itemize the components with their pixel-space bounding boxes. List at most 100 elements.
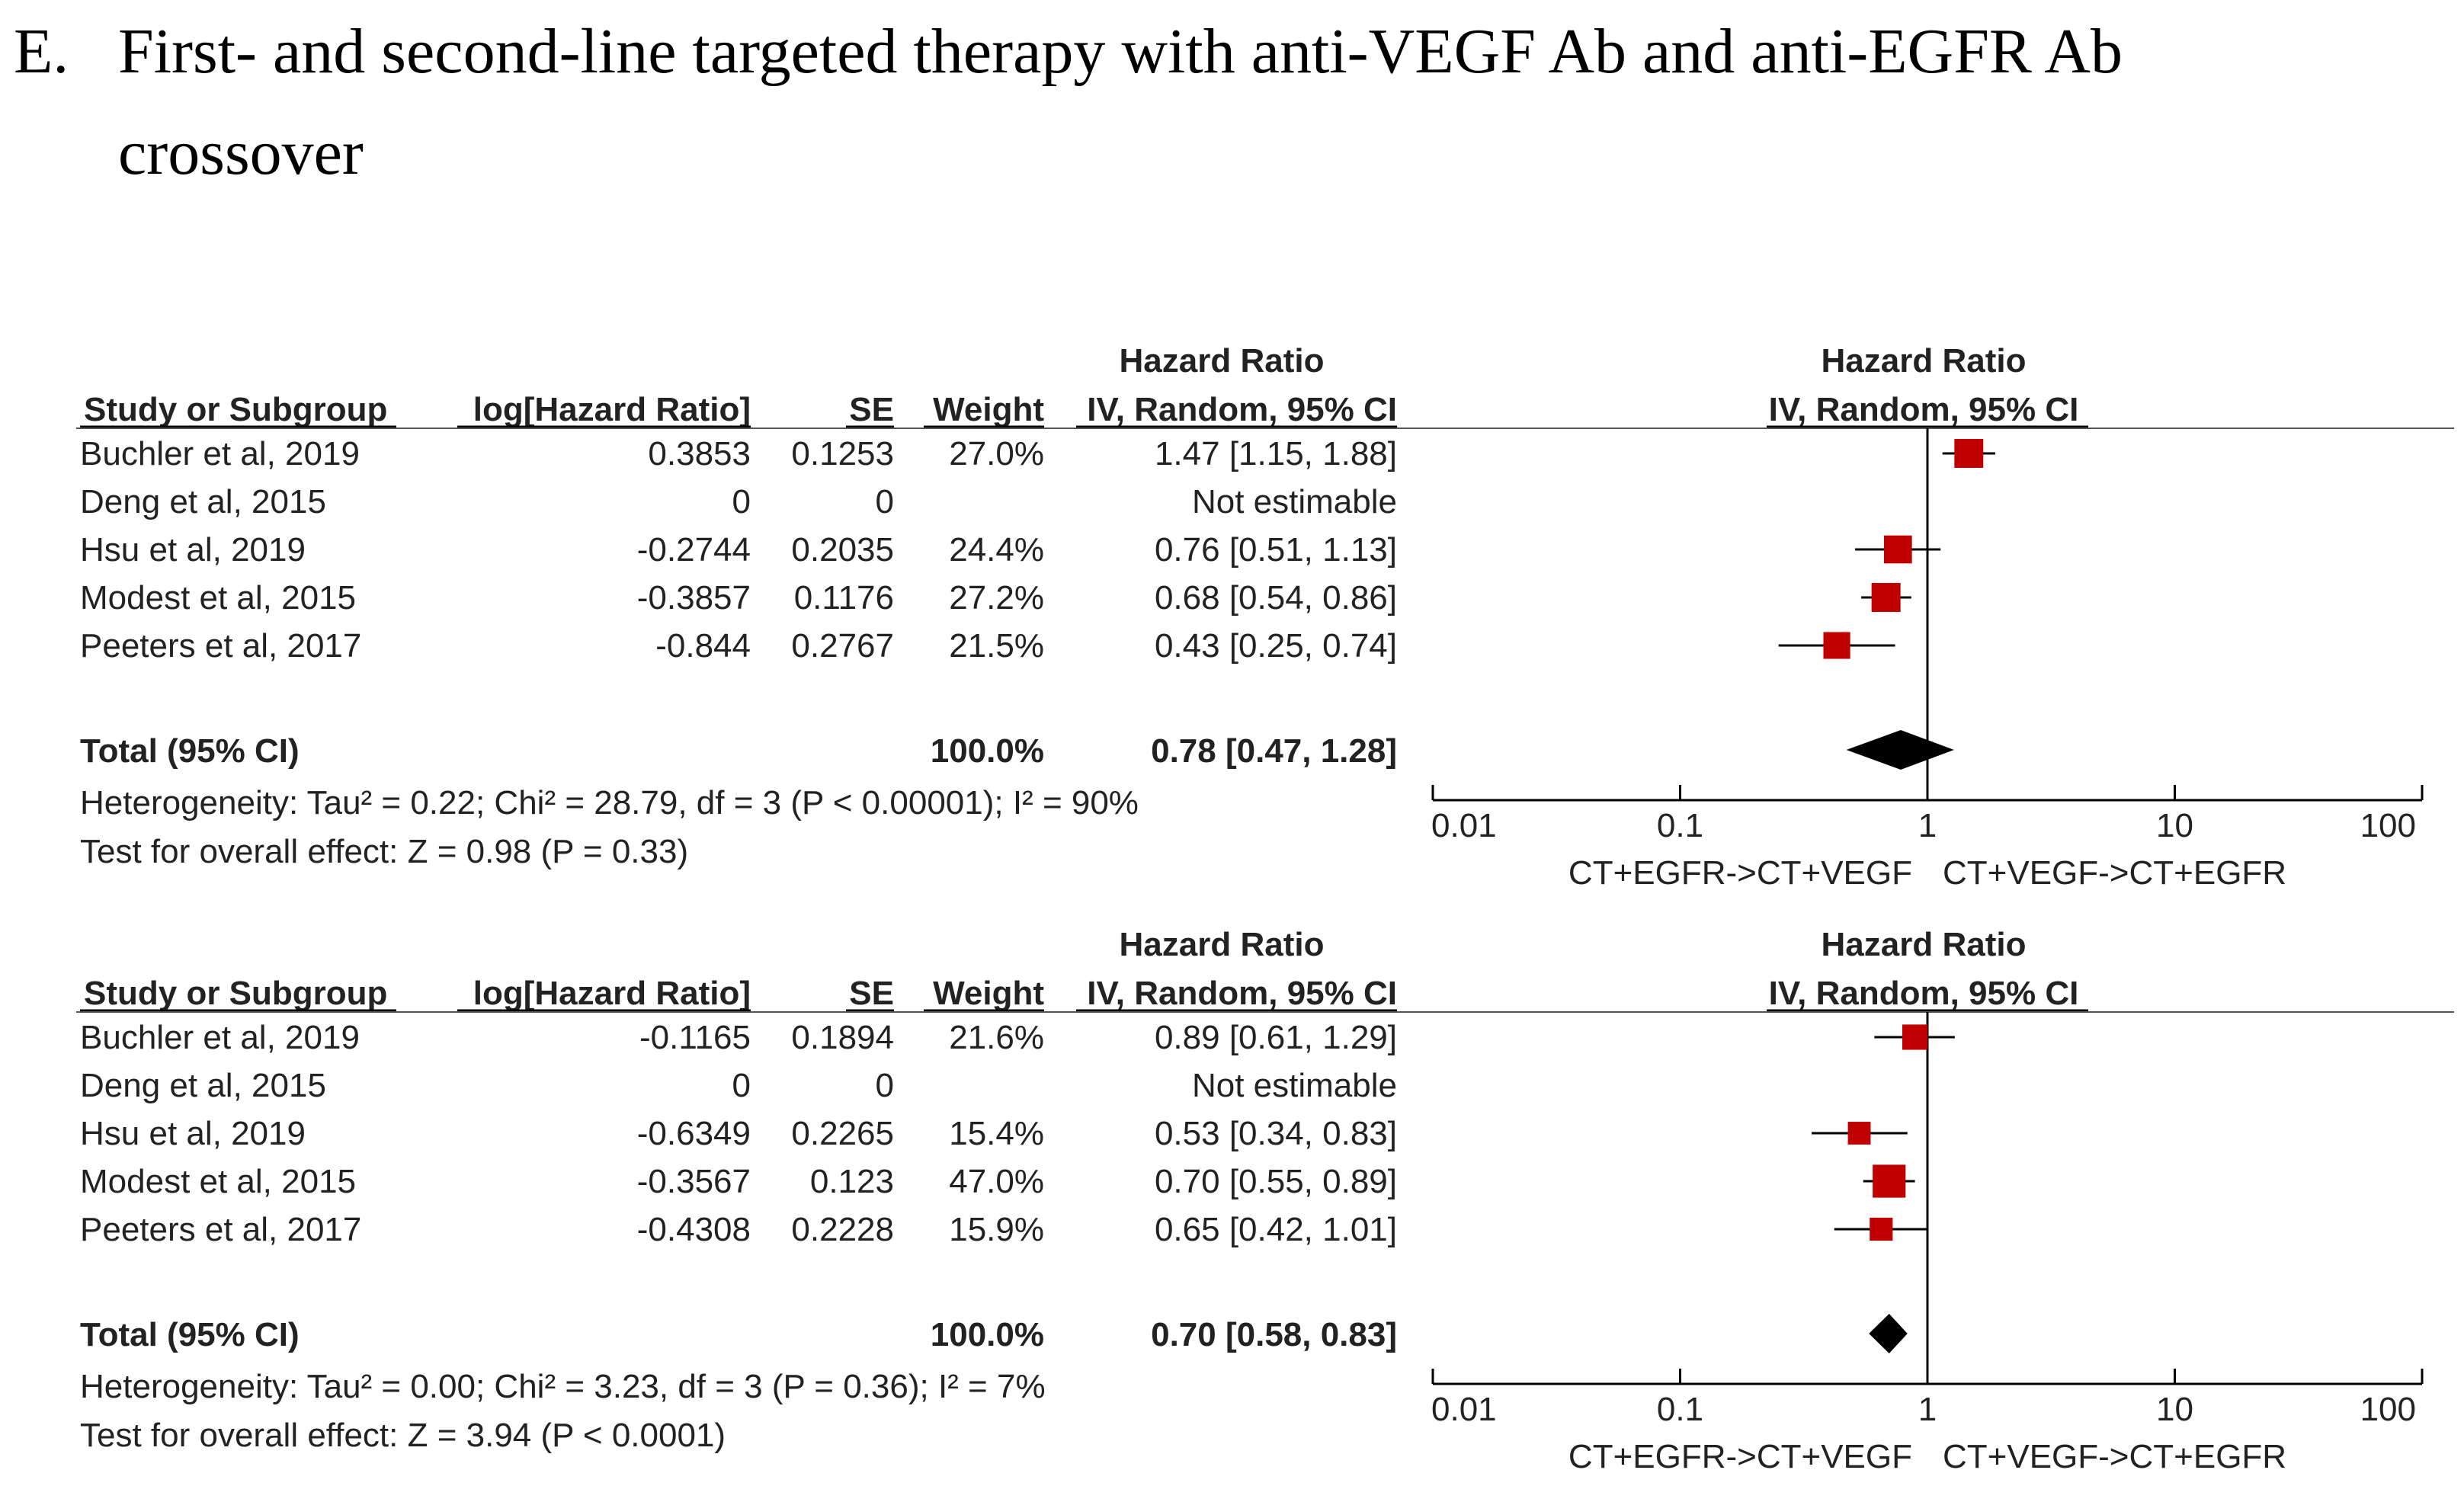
study-marker bbox=[1870, 1217, 1893, 1241]
header-study: Study or Subgroup bbox=[84, 975, 387, 1012]
favours-right-label: CT+VEGF->CT+EGFR bbox=[1943, 854, 2286, 892]
study-ci-text: 0.89 [0.61, 1.29] bbox=[1155, 1019, 1397, 1056]
study-log-hr: -0.3567 bbox=[637, 1163, 751, 1200]
overall-effect-text: Test for overall effect: Z = 3.94 (P < 0… bbox=[80, 1417, 726, 1454]
total-weight: 100.0% bbox=[931, 732, 1044, 770]
study-se: 0.1894 bbox=[791, 1019, 894, 1056]
study-weight: 21.6% bbox=[949, 1019, 1044, 1056]
study-weight: 15.4% bbox=[949, 1115, 1044, 1152]
study-marker bbox=[1873, 1164, 1906, 1198]
study-log-hr: -0.1165 bbox=[639, 1019, 751, 1056]
header-study: Study or Subgroup bbox=[84, 391, 387, 428]
x-tick-label: 0.1 bbox=[1657, 807, 1703, 844]
header-weight: Weight bbox=[933, 391, 1044, 428]
total-ci-text: 0.70 [0.58, 0.83] bbox=[1151, 1316, 1397, 1353]
study-name: Buchler et al, 2019 bbox=[80, 435, 360, 472]
total-diamond bbox=[1846, 730, 1954, 770]
study-ci-text: 0.76 [0.51, 1.13] bbox=[1155, 531, 1397, 568]
study-log-hr: -0.3857 bbox=[637, 579, 751, 616]
study-se: 0.1253 bbox=[791, 435, 894, 472]
study-name: Modest et al, 2015 bbox=[80, 579, 356, 616]
study-log-hr: -0.4308 bbox=[637, 1211, 751, 1248]
study-ci-text: 0.65 [0.42, 1.01] bbox=[1155, 1211, 1397, 1248]
x-tick-label: 1 bbox=[1918, 807, 1937, 844]
x-tick-label: 100 bbox=[2360, 1391, 2416, 1428]
study-ci-text: 0.43 [0.25, 0.74] bbox=[1155, 627, 1397, 665]
x-tick-label: 0.01 bbox=[1431, 807, 1497, 844]
header-ci-method: IV, Random, 95% CI bbox=[1087, 975, 1397, 1012]
study-weight: 15.9% bbox=[949, 1211, 1044, 1248]
study-weight: 47.0% bbox=[949, 1163, 1044, 1200]
study-name: Peeters et al, 2017 bbox=[80, 1211, 361, 1248]
study-weight: 21.5% bbox=[949, 627, 1044, 665]
total-diamond bbox=[1869, 1314, 1908, 1353]
study-name: Peeters et al, 2017 bbox=[80, 627, 361, 665]
study-ci-text: 0.68 [0.54, 0.86] bbox=[1155, 579, 1397, 616]
study-log-hr: 0.3853 bbox=[648, 435, 751, 472]
study-ci-text: Not estimable bbox=[1192, 483, 1397, 520]
study-log-hr: 0 bbox=[732, 483, 751, 520]
figure-title-line1: First- and second-line targeted therapy … bbox=[118, 16, 2123, 87]
study-name: Modest et al, 2015 bbox=[80, 1163, 356, 1200]
study-se: 0.2265 bbox=[791, 1115, 894, 1152]
study-log-hr: -0.844 bbox=[655, 627, 751, 665]
x-tick-label: 1 bbox=[1918, 1391, 1937, 1428]
header-plot-hazard-ratio: Hazard Ratio bbox=[1822, 926, 2027, 963]
study-name: Hsu et al, 2019 bbox=[80, 531, 306, 568]
study-ci-text: Not estimable bbox=[1192, 1067, 1397, 1104]
figure-title-line2: crossover bbox=[118, 117, 364, 188]
header-plot-method: IV, Random, 95% CI bbox=[1769, 391, 2079, 428]
total-label: Total (95% CI) bbox=[80, 732, 300, 770]
study-log-hr: 0 bbox=[732, 1067, 751, 1104]
study-ci-text: 0.53 [0.34, 0.83] bbox=[1155, 1115, 1397, 1152]
study-marker bbox=[1884, 535, 1912, 564]
study-marker bbox=[1847, 1122, 1871, 1145]
header-log-hr: log[Hazard Ratio] bbox=[473, 975, 751, 1012]
header-weight: Weight bbox=[933, 975, 1044, 1012]
study-weight: 24.4% bbox=[949, 531, 1044, 568]
x-tick-label: 10 bbox=[2156, 1391, 2193, 1428]
study-marker bbox=[1823, 632, 1850, 659]
header-hazard-ratio: Hazard Ratio bbox=[1120, 342, 1325, 380]
study-se: 0 bbox=[876, 1067, 894, 1104]
total-label: Total (95% CI) bbox=[80, 1316, 300, 1353]
study-se: 0.2228 bbox=[791, 1211, 894, 1248]
overall-effect-text: Test for overall effect: Z = 0.98 (P = 0… bbox=[80, 833, 688, 870]
study-name: Deng et al, 2015 bbox=[80, 483, 326, 520]
header-plot-method: IV, Random, 95% CI bbox=[1769, 975, 2079, 1012]
study-name: Hsu et al, 2019 bbox=[80, 1115, 306, 1152]
favours-left-label: CT+EGFR->CT+VEGF bbox=[1568, 1438, 1912, 1475]
study-ci-text: 1.47 [1.15, 1.88] bbox=[1155, 435, 1397, 472]
study-marker bbox=[1902, 1024, 1928, 1050]
study-se: 0 bbox=[876, 483, 894, 520]
forest-panel-2: Hazard Ratio Hazard Ratio Study or Subgrou… bbox=[76, 926, 2454, 1475]
forest-panel-1: Hazard Ratio Hazard Ratio Study or Subgrou… bbox=[76, 342, 2454, 892]
x-tick-label: 100 bbox=[2360, 807, 2416, 844]
favours-left-label: CT+EGFR->CT+VEGF bbox=[1568, 854, 1912, 892]
forest-panels: Hazard Ratio Hazard Ratio Study or Subgrou… bbox=[76, 342, 2454, 1475]
total-ci-text: 0.78 [0.47, 1.28] bbox=[1151, 732, 1397, 770]
figure-label: E. bbox=[14, 16, 69, 87]
study-name: Buchler et al, 2019 bbox=[80, 1019, 360, 1056]
header-se: SE bbox=[849, 975, 894, 1012]
study-name: Deng et al, 2015 bbox=[80, 1067, 326, 1104]
header-log-hr: log[Hazard Ratio] bbox=[473, 391, 751, 428]
favours-right-label: CT+VEGF->CT+EGFR bbox=[1943, 1438, 2286, 1475]
heterogeneity-text: Heterogeneity: Tau² = 0.00; Chi² = 3.23,… bbox=[80, 1368, 1046, 1405]
header-ci-method: IV, Random, 95% CI bbox=[1087, 391, 1397, 428]
study-se: 0.2035 bbox=[791, 531, 894, 568]
study-weight: 27.0% bbox=[949, 435, 1044, 472]
header-se: SE bbox=[849, 391, 894, 428]
study-marker bbox=[1954, 439, 1984, 468]
study-se: 0.2767 bbox=[791, 627, 894, 665]
total-weight: 100.0% bbox=[931, 1316, 1044, 1353]
study-log-hr: -0.2744 bbox=[637, 531, 751, 568]
study-ci-text: 0.70 [0.55, 0.89] bbox=[1155, 1163, 1397, 1200]
x-tick-label: 0.01 bbox=[1431, 1391, 1497, 1428]
study-weight: 27.2% bbox=[949, 579, 1044, 616]
study-se: 0.123 bbox=[810, 1163, 894, 1200]
x-tick-label: 10 bbox=[2156, 807, 2193, 844]
header-plot-hazard-ratio: Hazard Ratio bbox=[1822, 342, 2027, 380]
x-tick-label: 0.1 bbox=[1657, 1391, 1703, 1428]
